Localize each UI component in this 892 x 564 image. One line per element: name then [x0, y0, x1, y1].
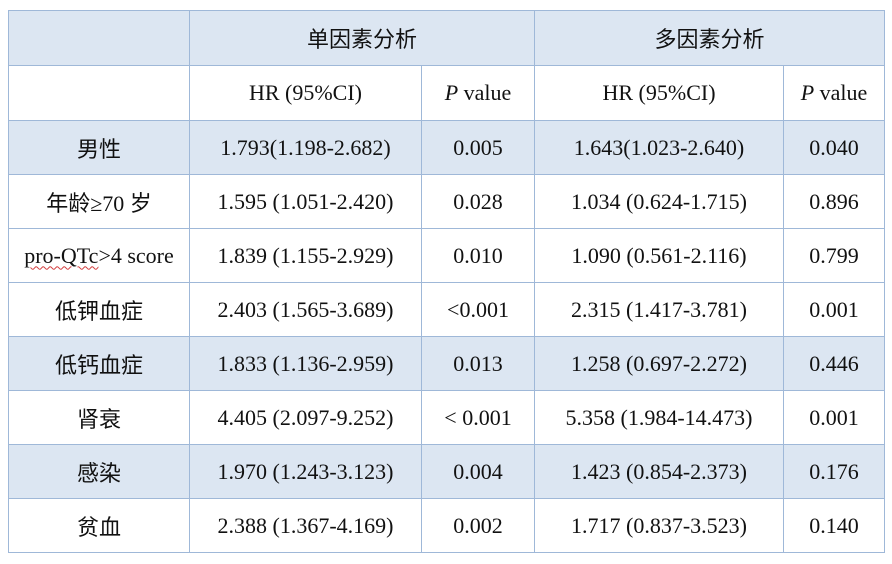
table-row: 低钙血症 1.833 (1.136-2.959) 0.013 1.258 (0.…: [8, 336, 886, 391]
regression-table: 单因素分析 多因素分析 HR (95%CI) P value HR (95%CI…: [8, 10, 886, 553]
row-label: 低钙血症: [8, 336, 190, 391]
header-multivariate: 多因素分析: [534, 10, 886, 66]
header-multi-hr: HR (95%CI): [534, 65, 785, 121]
uni-p-cell: 0.002: [420, 498, 536, 553]
uni-p-cell: < 0.001: [420, 390, 536, 445]
p-italic: P: [800, 80, 815, 105]
table-row: 贫血 2.388 (1.367-4.169) 0.002 1.717 (0.83…: [8, 498, 886, 553]
uni-p-cell: 0.013: [420, 336, 536, 391]
row-label: pro-QTc>4 score: [8, 228, 190, 283]
uni-hr-cell: 2.403 (1.565-3.689): [189, 282, 422, 337]
table-row: 肾衰 4.405 (2.097-9.252) < 0.001 5.358 (1.…: [8, 390, 886, 445]
header-univariate: 单因素分析: [188, 10, 536, 66]
multi-p-cell: 0.896: [783, 174, 886, 229]
uni-hr-cell: 1.793(1.198-2.682): [189, 120, 422, 175]
row-label-part-a: pro-QTc: [24, 242, 99, 268]
uni-p-cell: 0.010: [420, 228, 536, 283]
multi-p-cell: 0.446: [783, 336, 886, 391]
uni-hr-cell: 1.595 (1.051-2.420): [189, 174, 422, 229]
row-label-part-b: >4 score: [98, 242, 174, 268]
header-uni-hr: HR (95%CI): [189, 65, 422, 121]
multi-p-cell: 0.001: [783, 282, 886, 337]
multi-p-cell: 0.140: [783, 498, 886, 553]
multi-p-cell: 0.799: [783, 228, 886, 283]
multi-hr-cell: 1.643(1.023-2.640): [534, 120, 785, 175]
table-container: 单因素分析 多因素分析 HR (95%CI) P value HR (95%CI…: [8, 10, 886, 553]
multi-hr-cell: 2.315 (1.417-3.781): [534, 282, 785, 337]
table-row: pro-QTc>4 score 1.839 (1.155-2.929) 0.01…: [8, 228, 886, 283]
corner-cell: [8, 10, 190, 66]
header-uni-p: P value: [420, 65, 536, 121]
header-row-columns: HR (95%CI) P value HR (95%CI) P value: [8, 65, 886, 121]
p-value-label: value: [814, 80, 868, 105]
uni-hr-cell: 1.833 (1.136-2.959): [189, 336, 422, 391]
p-value-label: value: [458, 80, 512, 105]
table-row: 感染 1.970 (1.243-3.123) 0.004 1.423 (0.85…: [8, 444, 886, 499]
multi-p-cell: 0.040: [783, 120, 886, 175]
multi-p-cell: 0.176: [783, 444, 886, 499]
table-row: 男性 1.793(1.198-2.682) 0.005 1.643(1.023-…: [8, 120, 886, 175]
multi-hr-cell: 5.358 (1.984-14.473): [534, 390, 785, 445]
uni-hr-cell: 1.839 (1.155-2.929): [189, 228, 422, 283]
row-label: 低钾血症: [8, 282, 190, 337]
table-row: 低钾血症 2.403 (1.565-3.689) <0.001 2.315 (1…: [8, 282, 886, 337]
multi-hr-cell: 1.090 (0.561-2.116): [534, 228, 785, 283]
table-row: 年龄≥70 岁 1.595 (1.051-2.420) 0.028 1.034 …: [8, 174, 886, 229]
multi-hr-cell: 1.423 (0.854-2.373): [534, 444, 785, 499]
uni-hr-cell: 4.405 (2.097-9.252): [189, 390, 422, 445]
multi-hr-cell: 1.717 (0.837-3.523): [534, 498, 785, 553]
multi-hr-cell: 1.258 (0.697-2.272): [534, 336, 785, 391]
uni-p-cell: 0.028: [420, 174, 536, 229]
header-multi-p: P value: [783, 65, 886, 121]
multi-p-cell: 0.001: [783, 390, 886, 445]
row-label: 年龄≥70 岁: [8, 174, 190, 229]
uni-hr-cell: 1.970 (1.243-3.123): [189, 444, 422, 499]
row-label: 贫血: [8, 498, 190, 553]
row-label: 男性: [8, 120, 190, 175]
p-italic: P: [444, 80, 459, 105]
uni-p-cell: <0.001: [420, 282, 536, 337]
multi-hr-cell: 1.034 (0.624-1.715): [534, 174, 785, 229]
uni-p-cell: 0.004: [420, 444, 536, 499]
uni-p-cell: 0.005: [420, 120, 536, 175]
header-row-groups: 单因素分析 多因素分析: [8, 10, 886, 66]
row-label: 肾衰: [8, 390, 190, 445]
uni-hr-cell: 2.388 (1.367-4.169): [189, 498, 422, 553]
row-label: 感染: [8, 444, 190, 499]
corner-cell-2: [8, 65, 190, 121]
